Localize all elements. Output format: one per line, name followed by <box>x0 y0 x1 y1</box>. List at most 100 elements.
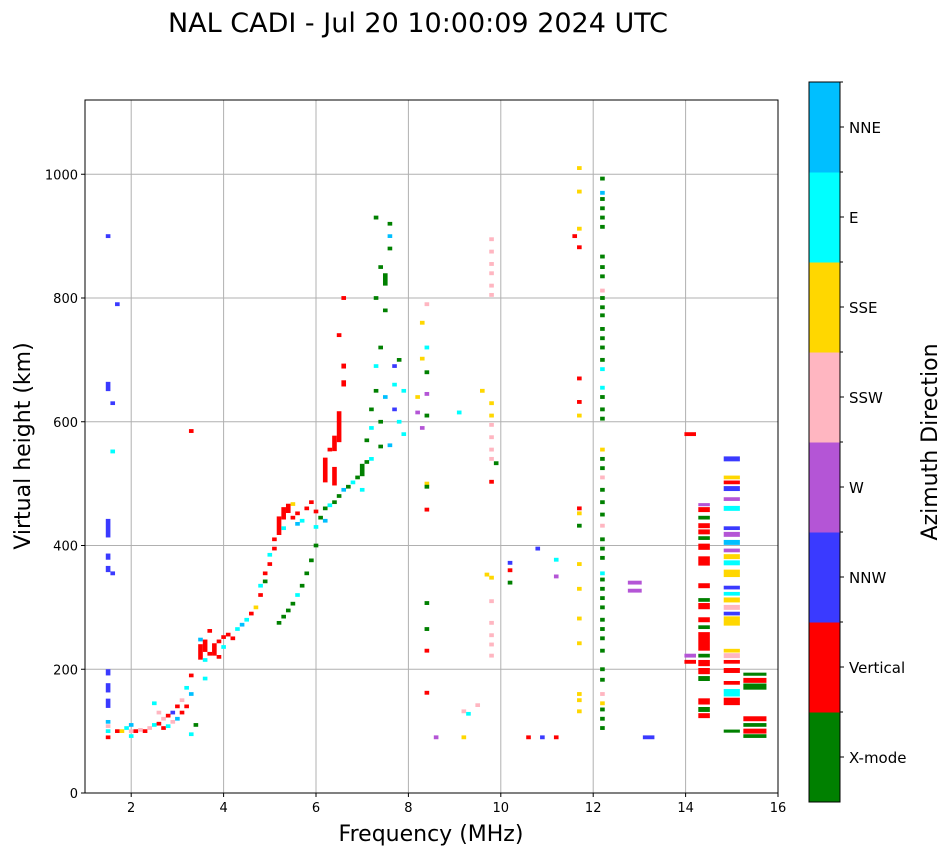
data-point-w <box>433 735 439 740</box>
data-point-nnw <box>540 735 545 740</box>
data-point-e <box>184 685 189 690</box>
data-point-vertical <box>272 537 277 542</box>
x-tick-label: 16 <box>770 801 787 816</box>
data-point-x-mode <box>743 672 767 676</box>
data-point-nne <box>322 518 328 523</box>
data-point-e <box>369 457 374 461</box>
data-point-e <box>466 711 471 716</box>
x-tick-label: 14 <box>677 801 694 816</box>
data-point-sse <box>723 554 740 560</box>
x-tick-label: 12 <box>585 801 602 816</box>
data-point-w <box>723 531 740 537</box>
data-point-nne <box>175 716 180 721</box>
data-point-sse <box>290 502 296 506</box>
data-point-sse <box>577 641 582 646</box>
data-point-x-mode <box>600 327 605 331</box>
data-point-vertical <box>336 411 342 443</box>
data-point-ssw <box>138 728 143 732</box>
data-point-x-mode <box>364 460 370 464</box>
data-point-nne <box>723 539 740 545</box>
data-point-sse <box>461 735 467 740</box>
data-point-x-mode <box>600 596 605 601</box>
colorbar-frame <box>808 81 841 803</box>
data-point-vertical <box>262 571 268 576</box>
data-point-x-mode <box>318 515 323 520</box>
colorbar-tick-label: SSE <box>849 299 878 317</box>
data-point-sse <box>415 395 420 399</box>
data-point-vertical <box>723 697 740 706</box>
data-point-nnw <box>105 553 111 560</box>
data-point-x-mode <box>600 416 605 421</box>
data-point-vertical <box>258 593 263 597</box>
data-point-ssw <box>600 288 605 293</box>
data-point-x-mode <box>600 648 605 653</box>
data-point-vertical <box>249 611 254 616</box>
data-point-x-mode <box>600 305 605 310</box>
colorbar-tick-label: SSW <box>849 389 883 407</box>
y-axis-label: Virtual height (km) <box>11 342 36 549</box>
data-point-x-mode <box>378 345 383 350</box>
data-point-x-mode <box>387 221 393 226</box>
data-point-vertical <box>743 677 767 683</box>
data-point-e <box>373 364 379 368</box>
data-point-sse <box>577 166 582 170</box>
data-point-x-mode <box>424 413 430 418</box>
data-point-x-mode <box>299 583 305 588</box>
data-point-vertical <box>216 639 222 644</box>
colorbar-segment-nnw <box>809 532 840 623</box>
data-point-x-mode <box>396 358 402 362</box>
data-point-x-mode <box>373 388 379 393</box>
data-point-sse <box>577 226 582 231</box>
data-point-ssw <box>161 716 166 721</box>
data-point-vertical <box>577 376 582 381</box>
data-point-e <box>281 526 286 531</box>
data-point-ssw <box>489 633 494 638</box>
data-point-x-mode <box>600 313 605 318</box>
data-point-vertical <box>156 721 162 726</box>
data-point-e <box>600 385 605 390</box>
data-point-w <box>698 503 710 507</box>
data-point-vertical <box>572 234 578 239</box>
data-point-x-mode <box>600 357 605 362</box>
data-point-vertical <box>507 568 513 573</box>
data-point-e <box>299 518 305 523</box>
data-point-x-mode <box>698 676 710 682</box>
data-point-w <box>553 574 559 579</box>
data-point-vertical <box>553 735 559 740</box>
data-point-vertical <box>526 735 531 740</box>
data-point-vertical <box>424 507 430 512</box>
data-point-x-mode <box>600 466 605 471</box>
data-point-ssw <box>723 653 740 659</box>
data-point-x-mode <box>355 475 360 480</box>
colorbar-tick-label: W <box>849 479 864 497</box>
data-point-x-mode <box>600 254 605 259</box>
data-point-w <box>419 426 425 430</box>
data-point-vertical <box>142 729 148 733</box>
data-point-sse <box>577 586 582 591</box>
colorbar-segment-sse <box>809 262 840 353</box>
data-point-nne <box>341 487 347 492</box>
data-point-w <box>627 588 642 593</box>
data-point-e <box>327 503 333 508</box>
data-point-ssw <box>489 292 494 297</box>
data-point-sse <box>723 616 740 626</box>
data-point-vertical <box>281 507 286 520</box>
data-point-ssw <box>489 653 494 658</box>
data-point-x-mode <box>290 601 296 606</box>
data-point-x-mode <box>424 370 430 375</box>
data-point-x-mode <box>346 484 351 489</box>
data-point-x-mode <box>600 677 605 682</box>
data-point-nnw <box>105 565 111 573</box>
data-point-x-mode <box>332 500 337 505</box>
data-point-nnw <box>170 710 176 715</box>
data-point-x-mode <box>313 543 319 548</box>
data-point-e <box>600 367 605 372</box>
data-point-vertical <box>313 509 319 514</box>
data-point-nnw <box>105 381 111 392</box>
data-point-vertical <box>230 636 236 641</box>
data-point-x-mode <box>698 706 710 712</box>
colorbar-segment-ssw <box>809 352 840 443</box>
data-point-nne <box>198 637 203 642</box>
data-point-e <box>401 432 407 436</box>
data-point-vertical <box>577 400 582 404</box>
